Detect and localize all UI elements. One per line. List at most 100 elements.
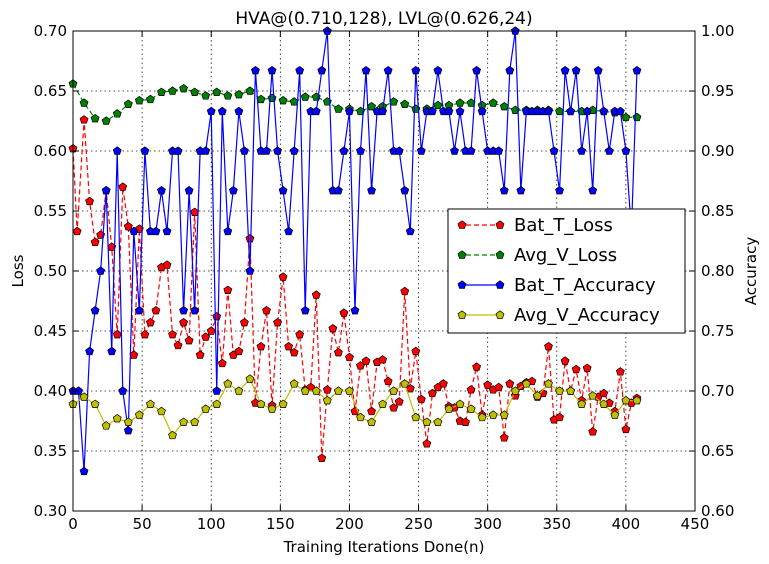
x-tick-label: 450 — [681, 515, 710, 533]
data-point — [278, 95, 288, 105]
data-point — [394, 397, 404, 406]
data-point — [356, 412, 365, 422]
legend-marker — [495, 220, 505, 229]
series-bat-t-loss — [68, 115, 642, 462]
x-tick-label: 200 — [335, 515, 364, 533]
data-point — [566, 106, 576, 116]
legend-box — [447, 208, 686, 334]
data-point — [217, 358, 227, 368]
data-point — [123, 221, 133, 231]
data-point — [140, 146, 150, 155]
data-point — [234, 106, 244, 116]
data-point — [256, 341, 266, 351]
data-point — [112, 146, 122, 155]
data-point — [284, 341, 294, 351]
data-point — [345, 352, 354, 362]
data-point — [228, 185, 238, 195]
legend-item: Bat_T_Loss — [457, 215, 613, 236]
x-tick-label: 0 — [68, 515, 78, 533]
data-point — [367, 101, 376, 111]
y-right-tick-label: 0.85 — [701, 202, 734, 220]
data-point — [168, 86, 177, 95]
chart-title: HVA@(0.710,128), LVL@(0.626,24) — [235, 9, 532, 29]
data-point — [206, 106, 216, 116]
data-point — [123, 99, 133, 108]
data-point — [433, 65, 443, 75]
data-point — [333, 386, 343, 395]
data-point — [123, 417, 133, 426]
data-point — [289, 146, 299, 155]
data-point — [157, 87, 166, 96]
legend-marker — [457, 310, 467, 319]
data-point — [577, 399, 587, 408]
x-tick-label: 300 — [473, 515, 502, 533]
data-point — [234, 89, 244, 99]
data-point — [339, 308, 349, 317]
y-left-tick-label: 0.30 — [34, 502, 67, 520]
data-point — [383, 65, 393, 75]
data-point — [477, 106, 487, 116]
legend-marker — [495, 250, 505, 259]
data-point — [162, 260, 172, 269]
data-point — [499, 410, 509, 419]
data-point — [466, 404, 476, 413]
data-point — [582, 106, 592, 116]
data-point — [389, 386, 399, 395]
x-tick-label: 400 — [612, 515, 641, 533]
data-point — [621, 146, 631, 155]
data-point — [190, 305, 200, 315]
data-point — [201, 332, 211, 341]
data-point — [356, 146, 365, 155]
data-point — [450, 146, 459, 155]
data-point — [112, 109, 122, 118]
data-point — [588, 391, 598, 400]
legend-label: Bat_T_Loss — [514, 215, 613, 236]
data-point — [433, 100, 443, 110]
data-point — [300, 386, 310, 395]
data-point — [101, 185, 111, 195]
data-point — [112, 329, 122, 339]
data-point — [317, 65, 327, 75]
data-point — [455, 399, 465, 408]
data-point — [488, 410, 498, 419]
tick-layer: 0 50 100 150 200 250 300 350 400 450 0.30 0.35 0.40 0… — [34, 22, 735, 533]
data-point — [262, 305, 271, 315]
y-left-tick-label: 0.55 — [34, 202, 67, 220]
data-point — [90, 237, 100, 246]
data-point — [350, 305, 360, 315]
data-point — [582, 363, 592, 372]
data-point — [571, 364, 581, 374]
data-point — [134, 95, 144, 105]
data-point — [190, 417, 200, 426]
data-point — [444, 404, 454, 413]
data-point — [477, 412, 487, 422]
data-point — [289, 347, 299, 357]
data-point — [162, 226, 172, 236]
data-point — [179, 417, 188, 426]
data-point — [179, 305, 188, 315]
series-bat-t-accuracy — [68, 26, 642, 476]
data-point — [400, 286, 410, 296]
data-point — [140, 329, 150, 339]
data-point — [577, 146, 587, 155]
data-point — [311, 386, 321, 395]
data-point — [295, 329, 305, 339]
data-point — [394, 146, 404, 155]
data-point — [273, 317, 282, 327]
data-point — [488, 98, 498, 107]
data-point — [90, 399, 100, 408]
data-point — [295, 65, 305, 75]
legend-marker — [495, 280, 505, 289]
data-point — [466, 385, 476, 394]
data-point — [555, 412, 564, 422]
data-point — [184, 335, 194, 345]
data-point — [621, 112, 631, 122]
y-axis-label-left: Loss — [9, 254, 27, 287]
data-point — [195, 350, 205, 359]
data-point — [284, 226, 294, 236]
data-point — [278, 272, 288, 281]
data-point — [505, 65, 515, 75]
data-point — [560, 65, 570, 75]
data-point — [427, 106, 437, 116]
